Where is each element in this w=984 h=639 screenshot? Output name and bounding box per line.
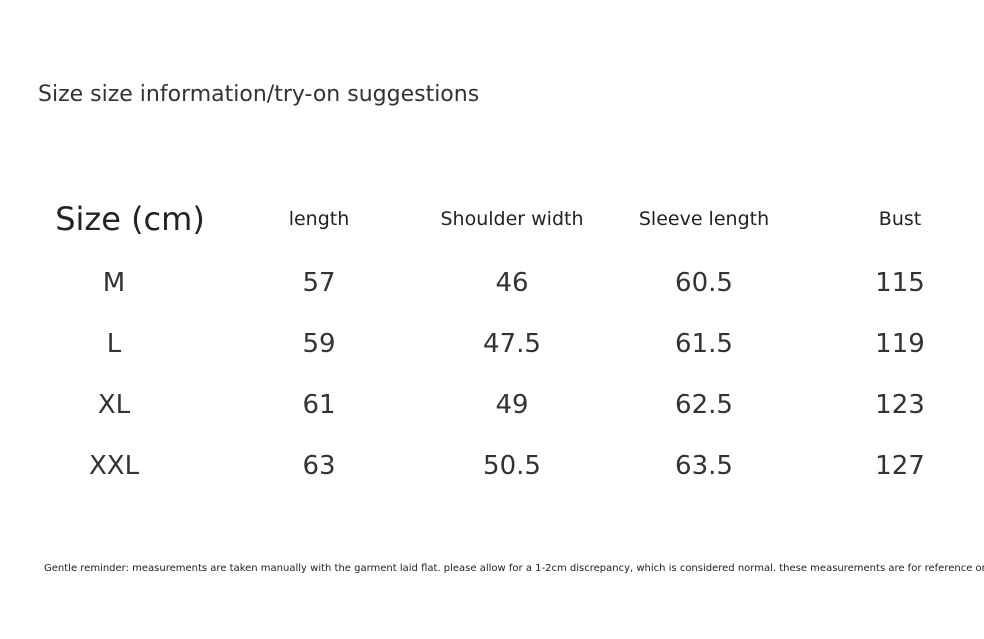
table-cell: 59 — [302, 329, 336, 359]
column-header: Sleeve length — [638, 208, 770, 230]
table-cell: 49 — [495, 390, 529, 420]
column-header: Size (cm) — [55, 200, 205, 238]
table-cell: 63 — [302, 451, 336, 481]
table-cell: 61 — [302, 390, 336, 420]
table-cell: 46 — [495, 268, 529, 298]
table-cell: 61.5 — [675, 329, 733, 359]
title: Size size information/try-on suggestions — [38, 82, 480, 107]
table-cell: L — [106, 329, 122, 359]
table-cell: 63.5 — [675, 451, 733, 481]
table-cell: 123 — [875, 390, 925, 420]
column-header: Shoulder width — [440, 208, 584, 230]
column-header: Bust — [878, 208, 922, 230]
table-cell: 47.5 — [483, 329, 541, 359]
table-cell: 60.5 — [675, 268, 733, 298]
table-cell: 57 — [302, 268, 336, 298]
table-cell: M — [102, 268, 126, 298]
table-cell: 127 — [875, 451, 925, 481]
column-header: length — [288, 208, 350, 230]
table-cell: 50.5 — [483, 451, 541, 481]
table-cell: XL — [97, 390, 131, 420]
table-cell: 119 — [875, 329, 925, 359]
table-cell: XXL — [88, 451, 140, 481]
table-cell: 115 — [875, 268, 925, 298]
table-cell: 62.5 — [675, 390, 733, 420]
note: Gentle reminder: measurements are taken … — [44, 563, 984, 574]
